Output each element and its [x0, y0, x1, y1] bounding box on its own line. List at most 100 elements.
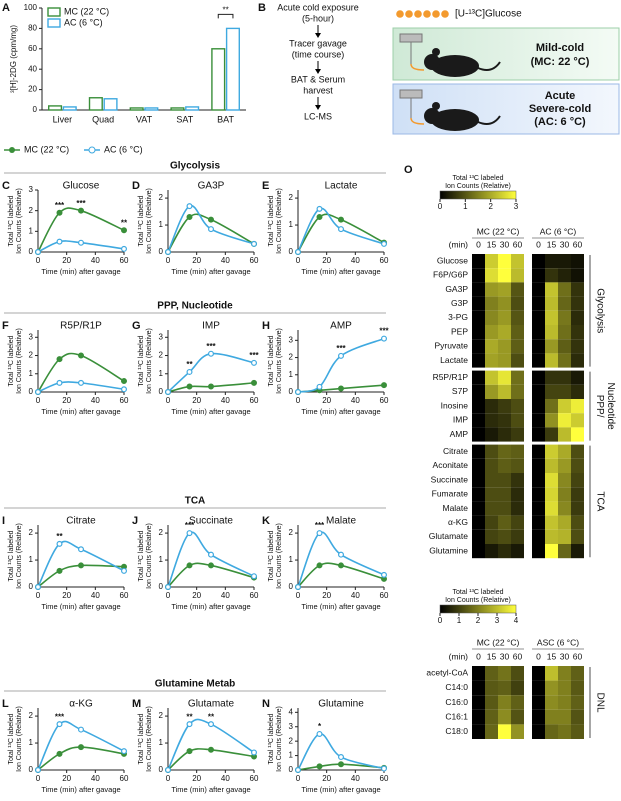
heat-cell: [571, 296, 584, 311]
x-tick-label: VAT: [136, 114, 153, 124]
panel-title: Glutamate: [188, 699, 235, 710]
heat-cell: [498, 515, 511, 530]
marker: [186, 383, 193, 390]
y-tick-label: 1: [289, 751, 294, 760]
marker: [381, 382, 388, 389]
heat-cell: [485, 695, 498, 710]
y-axis-label: Ion Counts (Relative): [16, 523, 23, 589]
x-tick-label: 0: [36, 256, 41, 265]
heat-cell: [498, 427, 511, 442]
significance: **: [186, 360, 193, 369]
row-label: Lactate: [440, 355, 468, 365]
heat-cell: [511, 384, 524, 399]
heat-cell: [545, 515, 558, 530]
colorbar: [439, 190, 517, 200]
x-tick-label: 20: [62, 591, 71, 600]
y-tick-label: 20: [28, 85, 37, 94]
y-tick-label: 2: [29, 711, 34, 720]
heat-cell: [498, 501, 511, 516]
column-label: 0: [536, 239, 541, 249]
x-tick-label: 20: [322, 591, 331, 600]
heat-cell: [558, 544, 571, 559]
x-tick-label: 60: [120, 591, 129, 600]
heat-cell: [532, 529, 545, 544]
step: Acute cold exposure: [277, 2, 359, 12]
heat-cell: [472, 473, 485, 488]
heat-cell: [511, 529, 524, 544]
heat-cell: [485, 709, 498, 725]
heat-cell: [545, 473, 558, 488]
x-axis-label: Time (min) after gavage: [301, 602, 380, 611]
panel-letter: H: [262, 320, 270, 332]
heat-cell: [571, 724, 584, 739]
marker: [208, 746, 215, 753]
y-tick-label: 1: [289, 555, 294, 564]
panel-letter: D: [132, 180, 140, 192]
heat-cell: [545, 544, 558, 559]
y-tick-label: 1: [159, 738, 164, 747]
heat-cell: [571, 413, 584, 428]
line: [37, 720, 125, 771]
x-tick-label: SAT: [176, 114, 193, 124]
x-tick-label: 0: [296, 774, 301, 783]
heat-cell: [558, 529, 571, 544]
heat-cell: [498, 544, 511, 559]
condition: (AC: 6 °C): [534, 116, 586, 128]
heat-cell: [545, 353, 558, 368]
panel-letter: M: [132, 698, 141, 710]
y-tick-label: 1: [289, 370, 294, 379]
panel-title: Glucose: [63, 181, 100, 192]
marker: [208, 226, 215, 233]
marker: [77, 562, 84, 569]
marker: [295, 583, 302, 590]
legend-label: AC (6 °C): [104, 144, 143, 154]
y-axis-label: Ion Counts (Relative): [276, 523, 283, 589]
row-label: GA3P: [445, 284, 468, 294]
marker: [120, 567, 127, 574]
x-tick-label: Quad: [92, 114, 114, 124]
x-tick-label: 60: [380, 591, 389, 600]
panel-title: R5P/R1P: [60, 321, 102, 332]
significance-bracket: [217, 13, 234, 19]
heat-cell: [558, 268, 571, 283]
heat-cell: [558, 413, 571, 428]
line: [37, 240, 125, 253]
heat-cell: [472, 680, 485, 696]
marker: [208, 562, 215, 569]
heat-cell: [498, 413, 511, 428]
legend-label: AC (6 °C): [64, 17, 103, 27]
bar: [211, 48, 226, 111]
heat-cell: [511, 695, 524, 710]
heat-cell: [498, 254, 511, 269]
y-tick-label: 0: [289, 582, 294, 591]
legend-swatch: [47, 7, 61, 17]
heat-cell: [472, 501, 485, 516]
marker: [56, 750, 63, 757]
marker: [77, 352, 84, 359]
section-title: Glycolysis: [170, 161, 220, 172]
x-axis-label: Time (min) after gavage: [301, 407, 380, 416]
marker: [77, 546, 84, 553]
column-label: 60: [573, 239, 583, 249]
heat-cell: [571, 427, 584, 442]
x-axis-label: Time (min) after gavage: [301, 785, 380, 794]
y-axis-label: Ion Counts (Relative): [276, 188, 283, 254]
y-tick-label: 4: [289, 707, 294, 716]
block-label: Glycolysis: [594, 288, 605, 333]
x-axis-label: Time (min) after gavage: [171, 602, 250, 611]
x-tick-label: 60: [250, 396, 259, 405]
heat-cell: [532, 427, 545, 442]
y-axis-label: Total ¹³C labeled: [8, 713, 15, 764]
colorbar-label: Ion Counts (Relative): [445, 183, 511, 190]
x-tick-label: 20: [322, 396, 331, 405]
heat-cell: [498, 487, 511, 502]
heat-cell: [545, 325, 558, 340]
y-tick-label: 2: [289, 353, 294, 362]
legend-marker: [9, 147, 15, 153]
y-axis-label: Ion Counts (Relative): [16, 188, 23, 254]
y-tick-label: 1: [159, 555, 164, 564]
block-label: DNL: [594, 692, 605, 712]
heat-cell: [532, 544, 545, 559]
block-label: Nucleotide: [605, 382, 616, 430]
